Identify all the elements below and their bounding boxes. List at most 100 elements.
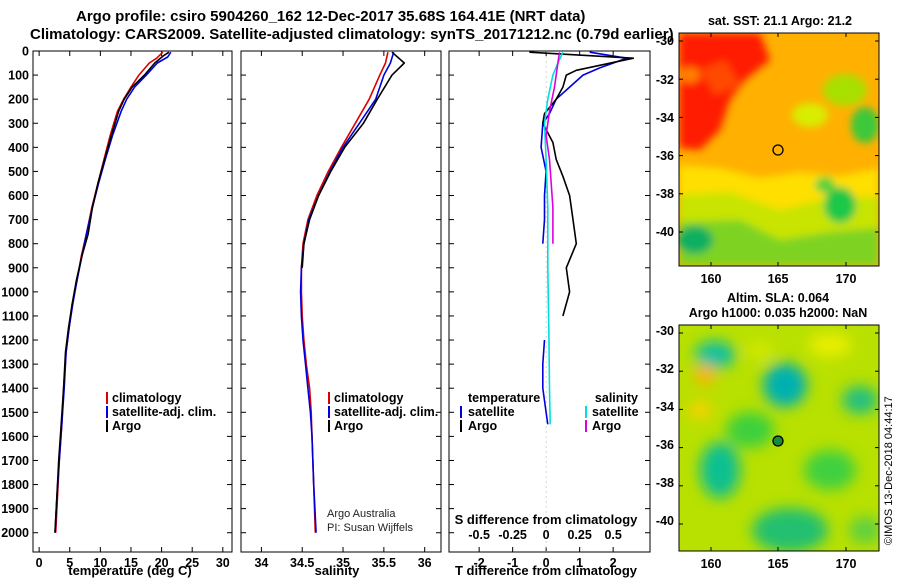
plot-frame (448, 50, 651, 553)
difference-legend: temperature satellite Argo salinity sate… (460, 391, 639, 433)
temperature-xlabel: temperature (deg C) (68, 563, 192, 578)
sla-lon-tick: 165 (768, 557, 789, 571)
sla-map: Altim. SLA: 0.064 Argo h1000: 0.035 h200… (678, 291, 880, 552)
sst-lat-tick: -38 (656, 187, 674, 201)
difference-panel: -2 -1 0 1 2 -0.5 -0.25 0 0.25 0.5 (448, 50, 651, 570)
x-tick-label: 35.5 (372, 556, 396, 570)
y-tick-label: 900 (8, 261, 29, 275)
x-tick-label: 30 (216, 556, 230, 570)
x-tick-label: 2 (610, 556, 617, 570)
y-tick-label: 500 (8, 165, 29, 179)
x-tick-label: 20 (155, 556, 169, 570)
legend-title-salinity: salinity (595, 391, 638, 405)
sla-lon-tick: 160 (701, 557, 722, 571)
x-tick-label: 36 (418, 556, 432, 570)
series-line-temperature-argo (529, 51, 635, 317)
legend-label-t-argo: Argo (468, 419, 498, 433)
header-line2: Climatology: CARS2009. Satellite-adjuste… (30, 26, 674, 43)
sst-lat-tick: -36 (656, 149, 674, 163)
y-tick-label: 700 (8, 213, 29, 227)
sst-lat-tick: -32 (656, 73, 674, 87)
sst-map-axes: 160 165 170 -30 -32 -34 -36 -38 -40 (656, 34, 857, 286)
y-tick-label: 1500 (1, 406, 29, 420)
footer-copyright: ©IMOS 13-Dec-2018 04:44:17 (883, 396, 895, 545)
x-tick-label: 0 (36, 556, 43, 570)
y-tick-label: 1900 (1, 502, 29, 516)
legend-label-s-argo: Argo (592, 419, 622, 433)
y-tick-label: 100 (8, 69, 29, 83)
s-tick-label: -0.5 (468, 528, 490, 542)
profile-location-marker (772, 435, 784, 447)
difference-xlabel: T difference from climatology (455, 563, 638, 578)
sst-lat-tick: -30 (656, 34, 674, 48)
x-tick-label: 10 (93, 556, 107, 570)
y-tick-label: 1400 (1, 382, 29, 396)
salinity-legend: climatology satellite-adj. clim. Argo Ar… (327, 391, 438, 534)
header-line1: Argo profile: csiro 5904260_162 12-Dec-2… (76, 8, 585, 25)
x-tick-label: 34.5 (290, 556, 314, 570)
x-tick-label: -1 (507, 556, 518, 570)
sst-lon-tick: 160 (701, 272, 722, 286)
s-tick-label: -0.25 (498, 528, 527, 542)
y-tick-label: 1700 (1, 454, 29, 468)
legend-label-t-satellite: satellite (468, 405, 515, 419)
s-tick-label: 0 (543, 528, 550, 542)
sst-lon-tick: 165 (768, 272, 789, 286)
s-tick-label: 0.5 (604, 528, 621, 542)
x-tick-label: 35 (336, 556, 350, 570)
temperature-legend: climatology satellite-adj. clim. Argo (106, 391, 216, 433)
legend-label-argo: Argo (112, 419, 142, 433)
temperature-panel: 0100200300400500600700800900100011001200… (1, 45, 233, 570)
sla-map-title2: Argo h1000: 0.035 h2000: NaN (689, 306, 868, 320)
series-line-temperature-satellite-deep (542, 339, 549, 425)
y-tick-label: 2000 (1, 526, 29, 540)
legend-label-satellite: satellite-adj. clim. (334, 405, 438, 419)
annotation-line1: Argo Australia (327, 508, 396, 520)
sla-lat-tick: -34 (656, 400, 674, 414)
sla-lat-tick: -32 (656, 362, 674, 376)
sla-lon-tick: 170 (836, 557, 857, 571)
x-tick-label: 15 (124, 556, 138, 570)
y-tick-label: 400 (8, 141, 29, 155)
sla-lat-tick: -38 (656, 476, 674, 490)
y-tick-label: 1600 (1, 430, 29, 444)
x-tick-label: -2 (474, 556, 485, 570)
x-tick-label: 25 (185, 556, 199, 570)
sla-map-title1: Altim. SLA: 0.064 (727, 291, 829, 305)
salinity-panel: 34 34.5 35 35.5 36 (240, 50, 442, 570)
sla-map-axes: 160 165 170 -30 -32 -34 -36 -38 -40 (656, 324, 857, 571)
x-tick-label: 0 (543, 556, 550, 570)
difference-s-label: S difference from climatology (455, 512, 639, 527)
sla-lat-tick: -36 (656, 438, 674, 452)
legend-label-satellite: satellite-adj. clim. (112, 405, 216, 419)
y-tick-label: 1000 (1, 285, 29, 299)
salinity-xlabel: salinity (315, 563, 361, 578)
x-tick-label: 5 (66, 556, 73, 570)
s-tick-label: 0.25 (567, 528, 591, 542)
series-line-argo (301, 51, 406, 268)
sla-lat-tick: -30 (656, 324, 674, 338)
y-tick-label: 600 (8, 189, 29, 203)
y-tick-label: 200 (8, 93, 29, 107)
y-tick-label: 300 (8, 117, 29, 131)
map-tick-marks (679, 325, 879, 551)
legend-label-climatology: climatology (334, 391, 404, 405)
series-line-salinity-satellite (543, 51, 564, 425)
y-tick-label: 1200 (1, 334, 29, 348)
plot-frame (240, 50, 442, 553)
sst-lat-tick: -34 (656, 111, 674, 125)
x-tick-label: 34 (254, 556, 268, 570)
sla-lat-tick: -40 (656, 514, 674, 528)
y-tick-label: 1800 (1, 478, 29, 492)
profile-location-marker (772, 144, 784, 156)
map-tick-marks (679, 33, 879, 266)
annotation-line2: PI: Susan Wijffels (327, 522, 413, 534)
plot-frame (32, 50, 233, 553)
sst-lon-tick: 170 (836, 272, 857, 286)
y-tick-label: 800 (8, 237, 29, 251)
series-line-argo (54, 51, 170, 533)
legend-label-argo: Argo (334, 419, 364, 433)
legend-title-temperature: temperature (468, 391, 540, 405)
series-line-salinity-argo (545, 52, 561, 244)
